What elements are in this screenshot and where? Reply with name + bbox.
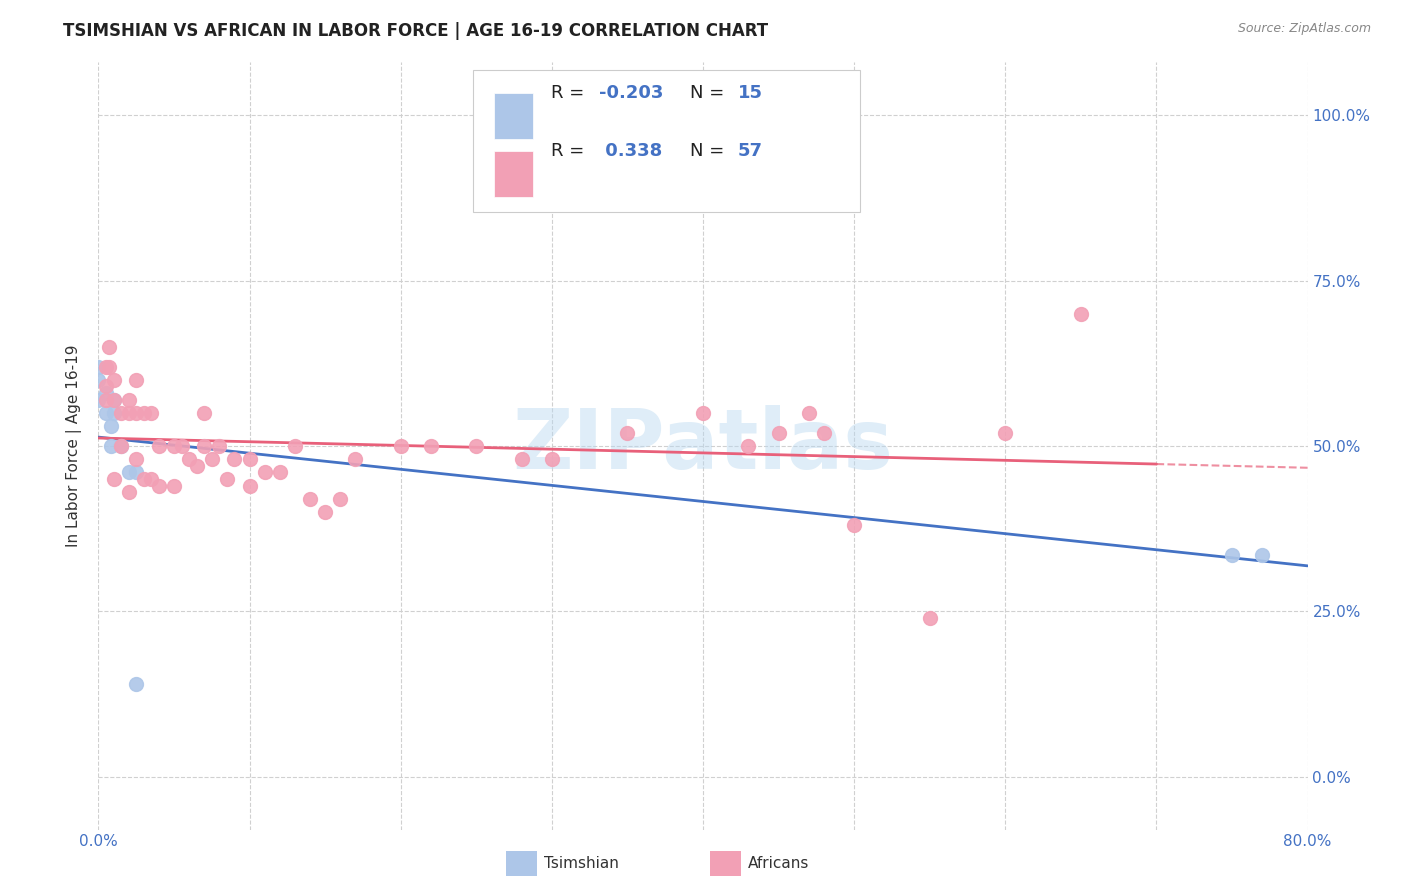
Point (420, 439, 443, 453)
Y-axis label: In Labor Force | Age 16-19: In Labor Force | Age 16-19 (66, 344, 83, 548)
Point (193, 439, 215, 453)
Point (918, 611, 941, 625)
Point (616, 425, 638, 440)
Text: 0.338: 0.338 (599, 142, 662, 160)
Point (87, 359, 110, 374)
FancyBboxPatch shape (474, 70, 860, 212)
Point (768, 425, 790, 440)
Point (163, 478, 186, 492)
Text: ZIPatlas: ZIPatlas (513, 406, 893, 486)
Point (100, 439, 122, 453)
Point (125, 466, 148, 480)
Point (87, 373, 110, 387)
Point (103, 472, 125, 486)
Point (103, 392, 125, 407)
Point (132, 472, 155, 486)
Point (125, 452, 148, 467)
Text: R =: R = (551, 84, 589, 102)
Point (94, 392, 117, 407)
Point (1251, 548, 1274, 562)
Point (193, 406, 215, 420)
Point (141, 406, 163, 420)
Text: R =: R = (551, 142, 589, 160)
FancyBboxPatch shape (494, 151, 533, 197)
Point (813, 425, 835, 440)
Point (170, 439, 193, 453)
Point (329, 491, 352, 506)
Text: -0.203: -0.203 (599, 84, 664, 102)
Point (224, 452, 246, 467)
Point (1070, 307, 1092, 321)
Point (132, 406, 155, 420)
Point (103, 406, 125, 420)
Point (797, 406, 820, 420)
Point (284, 439, 307, 453)
Text: Tsimshian: Tsimshian (544, 856, 619, 871)
Point (344, 452, 367, 467)
Point (465, 439, 488, 453)
Point (737, 439, 759, 453)
Text: N =: N = (690, 84, 730, 102)
FancyBboxPatch shape (494, 93, 533, 139)
Text: N =: N = (690, 142, 730, 160)
Point (215, 472, 238, 486)
Point (110, 439, 132, 453)
Point (94, 406, 117, 420)
Point (389, 439, 412, 453)
Point (103, 373, 125, 387)
Point (844, 518, 866, 533)
Point (118, 485, 141, 500)
Point (100, 419, 122, 434)
Text: Africans: Africans (748, 856, 810, 871)
Point (239, 452, 262, 467)
Point (148, 478, 170, 492)
Point (118, 466, 141, 480)
Text: 15: 15 (738, 84, 763, 102)
Point (94, 379, 117, 393)
Point (510, 452, 533, 467)
Point (179, 452, 201, 467)
Point (98, 359, 121, 374)
Text: TSIMSHIAN VS AFRICAN IN LABOR FORCE | AGE 16-19 CORRELATION CHART: TSIMSHIAN VS AFRICAN IN LABOR FORCE | AG… (63, 22, 769, 40)
Point (201, 452, 224, 467)
Point (186, 458, 208, 473)
Text: 57: 57 (738, 142, 763, 160)
Point (299, 491, 322, 506)
Text: Source: ZipAtlas.com: Source: ZipAtlas.com (1237, 22, 1371, 36)
Point (110, 439, 132, 453)
Point (239, 478, 262, 492)
Point (125, 373, 148, 387)
Point (125, 406, 148, 420)
Point (253, 466, 276, 480)
Point (110, 406, 132, 420)
Point (314, 505, 336, 519)
Point (125, 677, 148, 691)
Point (269, 466, 291, 480)
Point (208, 439, 231, 453)
Point (148, 439, 170, 453)
Point (692, 406, 714, 420)
Point (94, 386, 117, 401)
Point (118, 392, 141, 407)
Point (163, 439, 186, 453)
Point (94, 359, 117, 374)
Point (98, 340, 121, 354)
Point (103, 392, 125, 407)
Point (141, 472, 163, 486)
Point (1220, 548, 1243, 562)
Point (994, 425, 1017, 440)
Point (118, 406, 141, 420)
Point (87, 392, 110, 407)
Point (540, 452, 562, 467)
